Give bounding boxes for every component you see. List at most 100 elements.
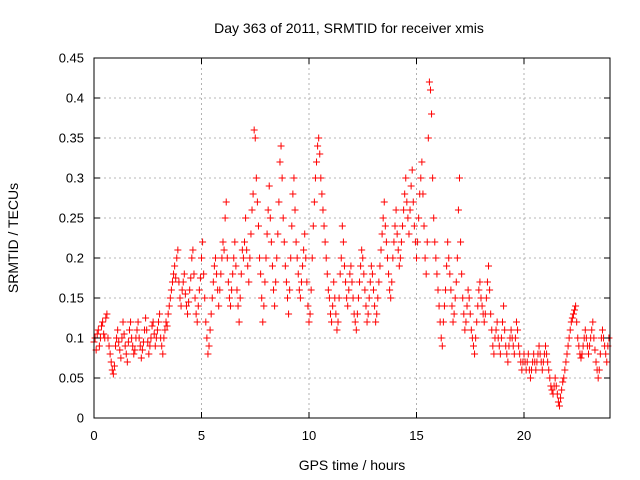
- data-point: [93, 330, 101, 338]
- data-point: [237, 270, 245, 278]
- data-point: [144, 338, 152, 346]
- data-point: [265, 182, 273, 190]
- data-point: [399, 222, 407, 230]
- data-point: [526, 374, 534, 382]
- data-point: [103, 310, 111, 318]
- data-point: [459, 294, 467, 302]
- data-point: [193, 318, 201, 326]
- data-point: [445, 254, 453, 262]
- data-point: [418, 158, 426, 166]
- data-point: [347, 262, 355, 270]
- data-point: [115, 338, 123, 346]
- data-point: [280, 238, 288, 246]
- data-point: [385, 270, 393, 278]
- data-point: [348, 278, 356, 286]
- data-point: [335, 294, 343, 302]
- data-point: [277, 142, 285, 150]
- data-point: [285, 310, 293, 318]
- data-point: [188, 254, 196, 262]
- data-point: [359, 254, 367, 262]
- data-point: [322, 254, 330, 262]
- x-tick-label: 20: [517, 428, 531, 443]
- data-point: [577, 354, 585, 362]
- data-point: [452, 278, 460, 286]
- data-point: [454, 206, 462, 214]
- data-point: [343, 294, 351, 302]
- data-point: [352, 326, 360, 334]
- data-point: [168, 278, 176, 286]
- data-point: [222, 198, 230, 206]
- data-point: [458, 270, 466, 278]
- data-point: [403, 198, 411, 206]
- data-point: [303, 278, 311, 286]
- data-point: [382, 238, 390, 246]
- x-tick-label: 0: [90, 428, 97, 443]
- data-point: [181, 290, 189, 298]
- data-point: [143, 326, 151, 334]
- data-point: [138, 346, 146, 354]
- data-point: [449, 318, 457, 326]
- data-point: [562, 358, 570, 366]
- data-point: [266, 214, 274, 222]
- data-point: [407, 182, 415, 190]
- data-point: [220, 246, 228, 254]
- data-point: [145, 350, 153, 358]
- data-point: [159, 350, 167, 358]
- data-point: [148, 322, 156, 330]
- data-point: [544, 358, 552, 366]
- data-point: [460, 310, 468, 318]
- data-point: [180, 270, 188, 278]
- data-point: [229, 270, 237, 278]
- data-point: [273, 254, 281, 262]
- data-point: [396, 254, 404, 262]
- data-point: [272, 278, 280, 286]
- data-point: [423, 238, 431, 246]
- data-point: [233, 286, 241, 294]
- data-point: [592, 358, 600, 366]
- data-point: [472, 334, 480, 342]
- data-point: [467, 326, 475, 334]
- data-point: [100, 330, 108, 338]
- chart-title: Day 363 of 2011, SRMTID for receiver xmi…: [214, 20, 484, 36]
- data-point: [404, 214, 412, 222]
- data-point: [568, 314, 576, 322]
- data-point: [253, 198, 261, 206]
- data-point: [486, 286, 494, 294]
- data-point: [104, 334, 112, 342]
- data-point: [174, 246, 182, 254]
- data-point: [378, 230, 386, 238]
- data-point: [224, 278, 232, 286]
- data-point: [456, 174, 463, 182]
- y-axis-label: SRMTID / TECUs: [5, 183, 21, 293]
- data-point: [594, 374, 602, 382]
- data-point: [186, 286, 194, 294]
- data-point: [342, 278, 350, 286]
- data-point: [457, 238, 465, 246]
- data-point: [150, 330, 158, 338]
- data-point: [264, 206, 272, 214]
- data-point: [409, 198, 417, 206]
- data-point: [469, 342, 477, 350]
- data-point: [497, 334, 505, 342]
- data-point: [316, 150, 324, 158]
- data-point: [595, 366, 603, 374]
- data-point: [574, 334, 582, 342]
- data-point: [304, 302, 312, 310]
- data-point: [151, 342, 159, 350]
- data-point: [368, 270, 376, 278]
- data-point: [421, 254, 429, 262]
- data-point: [334, 318, 342, 326]
- data-point: [329, 302, 337, 310]
- data-point: [302, 254, 310, 262]
- data-point: [204, 350, 212, 358]
- data-point: [320, 222, 328, 230]
- data-point: [473, 318, 481, 326]
- data-point: [319, 206, 327, 214]
- data-point: [428, 110, 436, 118]
- data-point: [191, 294, 199, 302]
- data-point: [274, 230, 282, 238]
- data-point: [275, 198, 283, 206]
- data-point: [581, 326, 589, 334]
- data-point: [110, 362, 118, 370]
- data-point: [225, 294, 233, 302]
